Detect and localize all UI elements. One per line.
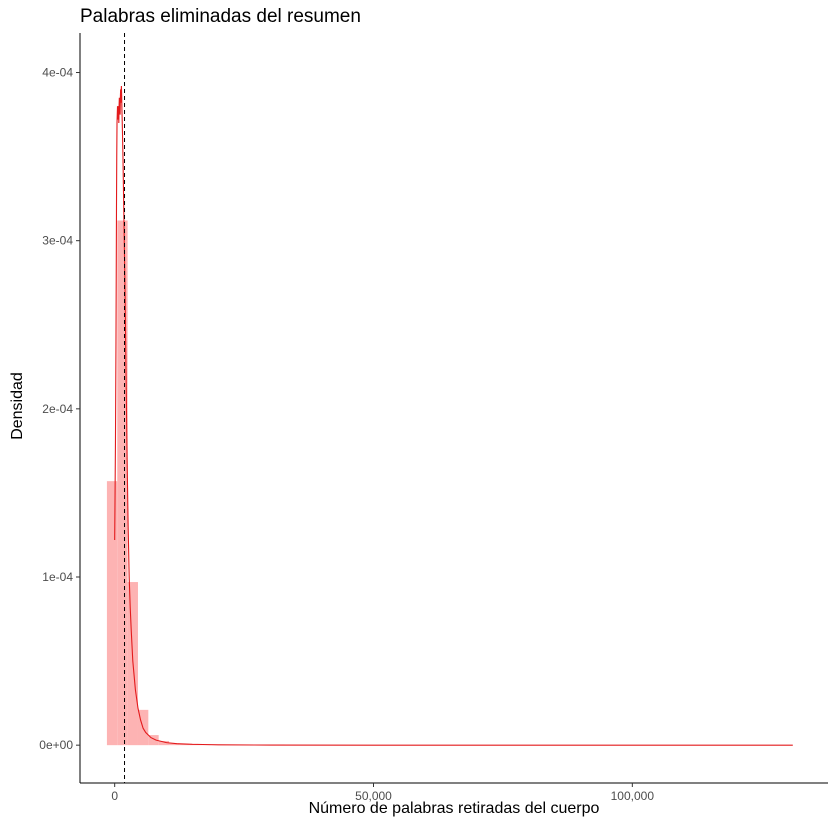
y-axis-label: Densidad [9,372,26,440]
y-tick-label-3: 3e-04 [42,234,73,248]
x-tick-label-1: 50,000 [355,789,392,803]
x-tick-label-0: 0 [111,789,118,803]
histogram-bar-4 [148,735,159,746]
y-tick-label-4: 4e-04 [42,66,73,80]
chart-title: Palabras eliminadas del resumen [80,6,361,27]
histogram-bar-5 [158,740,170,746]
density-curve [114,85,793,746]
y-tick-label-1: 1e-04 [42,570,73,584]
histogram-bar-1 [117,220,128,746]
histogram-bar-7 [179,744,190,746]
x-axis-label: Número de palabras retiradas del cuerpo [308,800,600,817]
histogram-bar-6 [169,743,180,746]
y-tick-label-0: 0e+00 [39,738,73,752]
x-tick-label-2: 100,000 [611,789,655,803]
y-tick-label-2: 2e-04 [42,402,73,416]
histogram-bar-0 [106,481,118,746]
